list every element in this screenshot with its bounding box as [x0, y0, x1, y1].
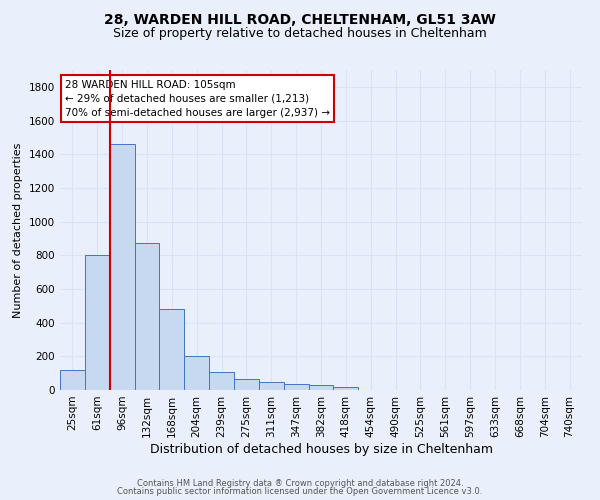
Bar [160, 309, 184, 390]
Bar [184, 356, 209, 390]
Text: 28 WARDEN HILL ROAD: 105sqm
← 29% of detached houses are smaller (1,213)
70% of : 28 WARDEN HILL ROAD: 105sqm ← 29% of det… [65, 80, 330, 118]
X-axis label: Distribution of detached houses by size in Cheltenham: Distribution of detached houses by size … [149, 442, 493, 456]
Bar [209, 372, 234, 390]
Text: Contains HM Land Registry data ® Crown copyright and database right 2024.: Contains HM Land Registry data ® Crown c… [137, 478, 463, 488]
Text: Contains public sector information licensed under the Open Government Licence v3: Contains public sector information licen… [118, 487, 482, 496]
Bar [85, 256, 110, 390]
Bar [60, 370, 85, 390]
Text: 28, WARDEN HILL ROAD, CHELTENHAM, GL51 3AW: 28, WARDEN HILL ROAD, CHELTENHAM, GL51 3… [104, 12, 496, 26]
Bar [259, 382, 284, 390]
Bar [110, 144, 134, 390]
Bar [334, 386, 358, 390]
Y-axis label: Number of detached properties: Number of detached properties [13, 142, 23, 318]
Bar [308, 386, 334, 390]
Bar [284, 384, 308, 390]
Bar [234, 379, 259, 390]
Bar [134, 244, 160, 390]
Text: Size of property relative to detached houses in Cheltenham: Size of property relative to detached ho… [113, 28, 487, 40]
